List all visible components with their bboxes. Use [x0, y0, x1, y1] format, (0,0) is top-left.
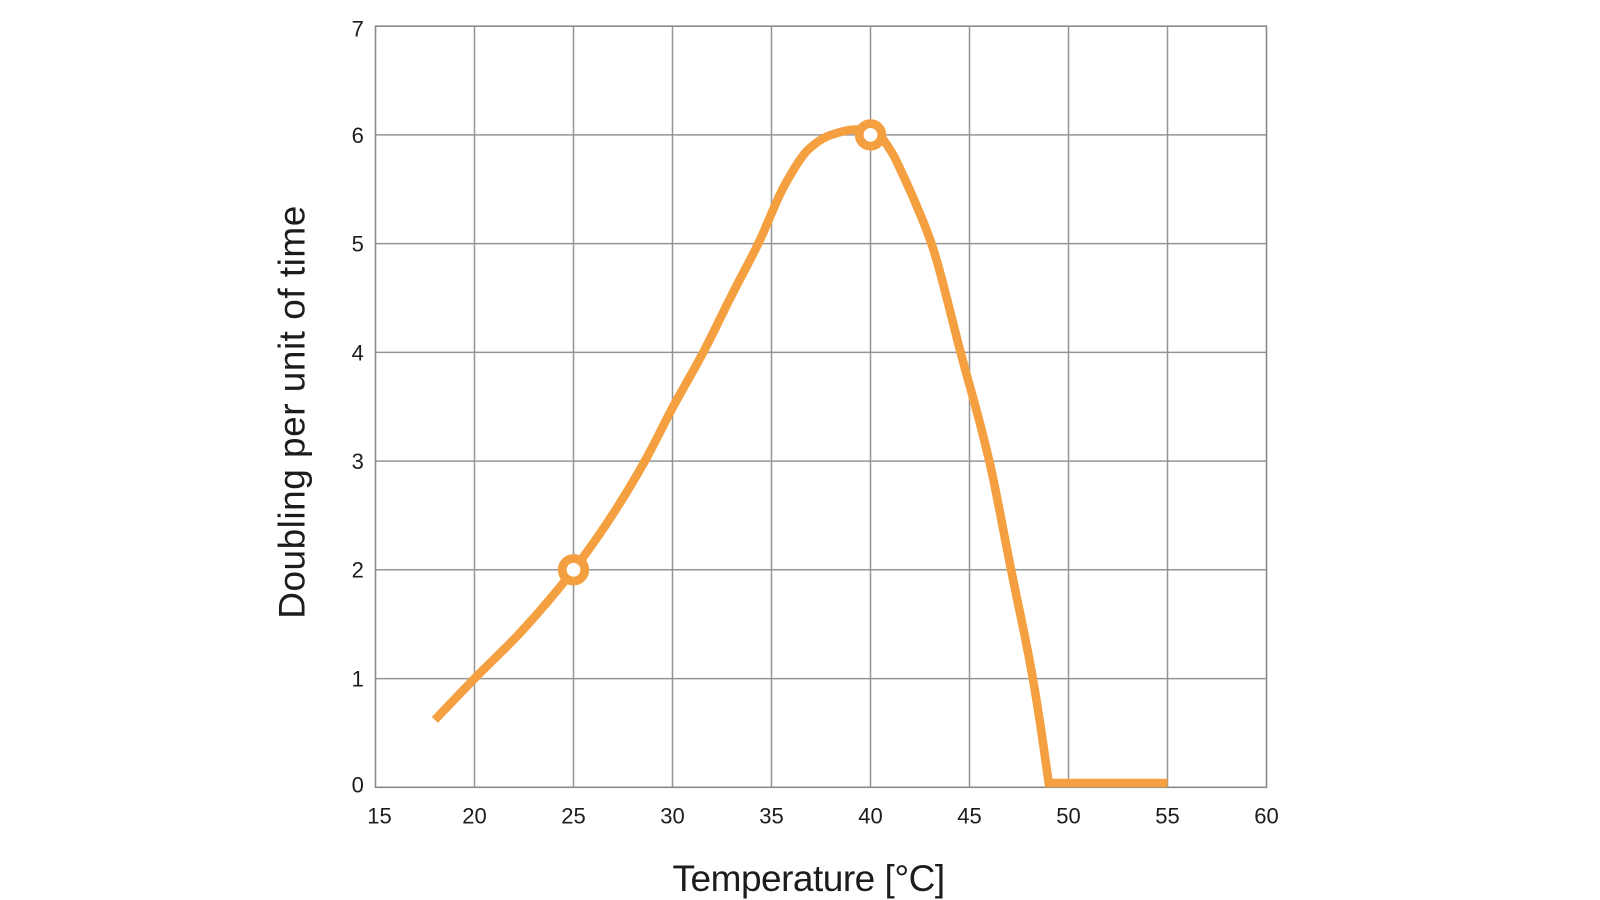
svg-text:0: 0	[352, 773, 364, 798]
svg-text:50: 50	[1056, 803, 1080, 828]
svg-text:20: 20	[462, 803, 486, 828]
svg-text:Doubling per unit of time: Doubling per unit of time	[272, 205, 313, 619]
svg-text:4: 4	[352, 340, 364, 365]
svg-text:1: 1	[352, 667, 364, 692]
svg-text:55: 55	[1155, 803, 1179, 828]
svg-text:6: 6	[352, 123, 364, 148]
svg-text:35: 35	[759, 803, 783, 828]
svg-text:2: 2	[352, 558, 364, 583]
svg-text:3: 3	[352, 449, 364, 474]
svg-text:40: 40	[858, 803, 882, 828]
svg-text:15: 15	[367, 803, 391, 828]
svg-text:Temperature [°C]: Temperature [°C]	[673, 858, 945, 899]
svg-text:5: 5	[352, 232, 364, 257]
svg-text:45: 45	[957, 803, 981, 828]
svg-text:7: 7	[352, 16, 364, 41]
svg-text:25: 25	[561, 803, 585, 828]
svg-text:60: 60	[1254, 803, 1278, 828]
svg-text:30: 30	[660, 803, 684, 828]
